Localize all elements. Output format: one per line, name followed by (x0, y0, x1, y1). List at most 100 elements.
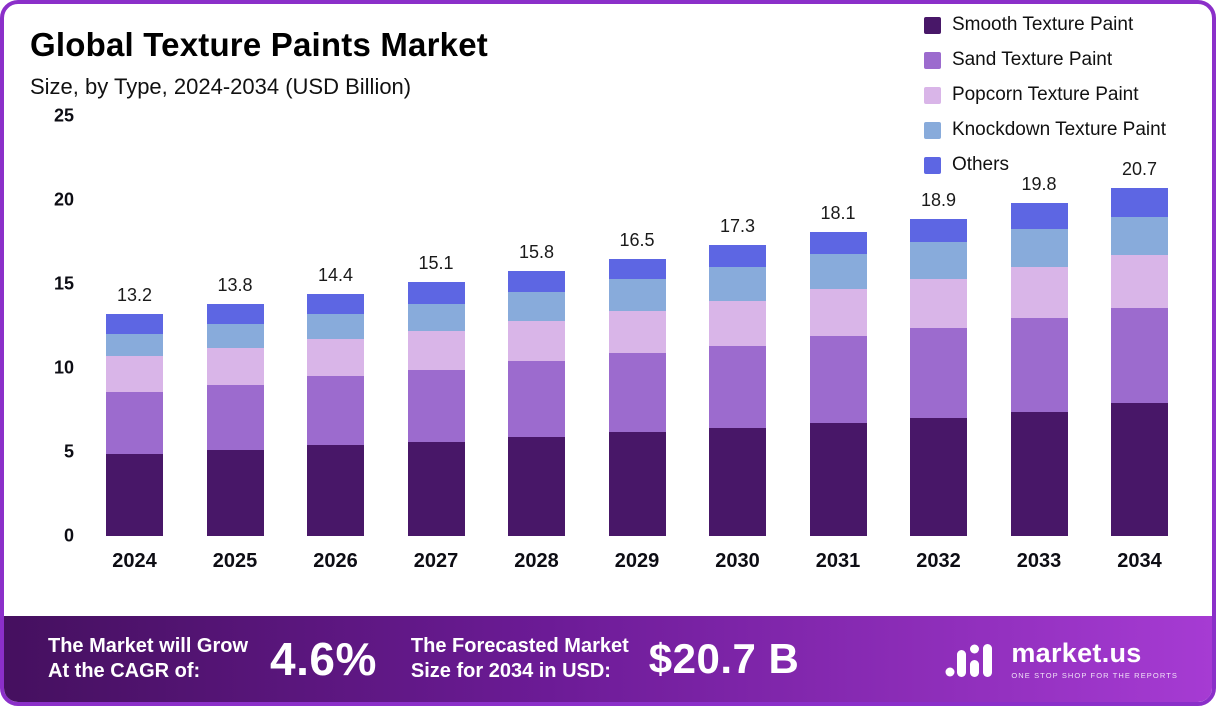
x-axis-label: 2032 (916, 550, 961, 572)
bar-stack (709, 245, 766, 536)
bar-segment (809, 289, 867, 337)
cagr-value: 4.6% (270, 633, 377, 685)
stacked-bar-chart: 0 5 10 15 20 25 13.2 2024 13.8 2025 14.4 2026 15.1 2… (34, 106, 1182, 572)
bar-segment (206, 347, 264, 385)
bar-segment (709, 267, 766, 301)
bar-segment (910, 242, 967, 279)
footer-banner: The Market will Grow At the CAGR of: 4.6… (4, 616, 1212, 702)
bar-segment (307, 314, 364, 340)
legend-label: Popcorn Texture Paint (951, 84, 1139, 105)
bar-segment (910, 418, 967, 536)
legend-swatch (923, 121, 941, 139)
forecast-label-line2: Size for 2034 in USD: (410, 660, 611, 682)
x-axis-label: 2030 (715, 550, 760, 572)
x-axis-label: 2025 (212, 550, 258, 572)
x-axis-label: 2028 (514, 550, 559, 572)
bar-segment (206, 304, 264, 325)
bar-segment (709, 245, 766, 268)
bar-segment (407, 304, 465, 332)
bar-stack (1111, 188, 1168, 536)
bar-segment (709, 428, 766, 536)
legend-label: Smooth Texture Paint (951, 14, 1134, 35)
bar-value-label: 15.8 (518, 241, 555, 262)
bar-segment (910, 327, 967, 419)
bar-segment (407, 441, 465, 536)
bar-segment (709, 346, 766, 429)
bar-segment (206, 324, 264, 348)
bar-segment (608, 258, 666, 279)
bar-stack (407, 282, 465, 536)
brand-tagline: ONE STOP SHOP FOR THE REPORTS (1011, 671, 1178, 680)
bar-segment (307, 445, 364, 536)
bar-segment (1010, 317, 1068, 412)
legend-item: Smooth Texture Paint (923, 14, 1166, 36)
bar-segment (508, 361, 565, 437)
bar-stack (206, 304, 264, 536)
bar-segment (709, 300, 766, 347)
bar-stack (307, 294, 364, 536)
bar-stack (1010, 203, 1068, 536)
x-axis-label: 2034 (1117, 550, 1162, 572)
x-axis-label: 2024 (112, 550, 157, 572)
legend-label: Sand Texture Paint (951, 49, 1113, 70)
y-tick-label: 0 (63, 525, 74, 546)
plot-area: 13.2 2024 13.8 2025 14.4 2026 15.1 2027 15.8 2028… (94, 116, 1180, 572)
bar-stack (910, 218, 967, 536)
bar-value-label: 20.7 (1121, 159, 1158, 180)
bar-segment (508, 436, 565, 536)
bar-segment (1111, 255, 1168, 308)
cagr-label: The Market will Grow At the CAGR of: (48, 634, 248, 684)
bar-column: 15.8 2028 (508, 116, 565, 572)
bar-stack (608, 258, 666, 536)
forecast-label: The Forecasted Market Size for 2034 in U… (411, 634, 629, 684)
y-tick-label: 20 (53, 189, 74, 210)
bar-column: 13.8 2025 (206, 116, 264, 572)
bar-value-label: 18.9 (920, 189, 957, 210)
x-axis-label: 2027 (413, 550, 459, 572)
bar-segment (407, 331, 465, 370)
bar-stack (106, 314, 163, 536)
legend-swatch (923, 156, 941, 174)
bar-segment (608, 431, 666, 536)
bar-value-label: 19.8 (1021, 174, 1057, 195)
bar-value-label: 17.3 (719, 216, 756, 237)
bar-value-label: 15.1 (418, 253, 454, 274)
bar-segment (106, 314, 163, 335)
page-subtitle: Size, by Type, 2024-2034 (USD Billion) (30, 74, 412, 99)
brand-name: market.us (1011, 638, 1142, 668)
bar-segment (1010, 228, 1068, 268)
legend: Smooth Texture Paint Sand Texture Paint Po… (923, 14, 1166, 176)
bar-column: 17.3 2030 (709, 116, 766, 572)
bar-segment (1111, 216, 1168, 256)
bar-segment (910, 278, 967, 328)
bar-column: 18.1 2031 (809, 116, 867, 572)
chart-header-area: Global Texture Paints Market Size, by Ty… (4, 4, 1212, 175)
legend-item: Others (923, 154, 1166, 176)
cagr-label-line2: At the CAGR of: (48, 660, 201, 682)
bar-segment (106, 391, 163, 454)
bar-segment (508, 292, 565, 321)
bar-value-label: 18.1 (820, 202, 856, 223)
bar-segment (608, 278, 666, 311)
legend-swatch (923, 86, 941, 104)
legend-label: Others (951, 154, 1009, 175)
bar-segment (809, 253, 867, 290)
bar-segment (1010, 203, 1068, 229)
y-tick-label: 10 (53, 357, 74, 378)
bar-segment (1111, 403, 1168, 536)
bar-segment (809, 423, 867, 536)
bar-segment (307, 376, 364, 446)
brand-text: market.us ONE STOP SHOP FOR THE REPORTS (1011, 638, 1178, 680)
bar-column: 18.9 2032 (910, 116, 967, 572)
y-tick-label: 25 (53, 105, 74, 126)
page-title: Global Texture Paints Market (30, 26, 488, 63)
bar-segment (809, 231, 867, 254)
bar-stack (809, 231, 867, 536)
forecast-value: $20.7 B (648, 635, 800, 682)
legend-swatch (923, 16, 941, 34)
legend-item: Knockdown Texture Paint (923, 119, 1166, 141)
x-axis-label: 2029 (614, 550, 660, 572)
market-us-logo-icon (945, 636, 999, 683)
legend-item: Sand Texture Paint (923, 49, 1166, 71)
y-axis: 0 5 10 15 20 25 (34, 106, 80, 546)
